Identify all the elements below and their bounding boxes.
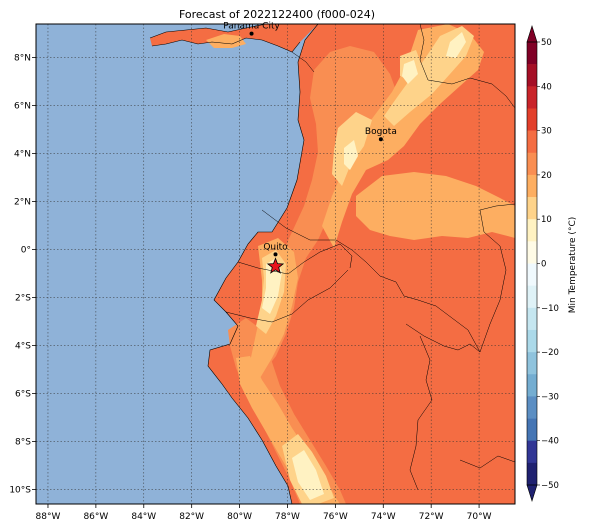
colorbar-extend-bottom: [526, 484, 538, 503]
colorbar-segment: [527, 440, 537, 464]
location-star-marker: [266, 257, 285, 274]
colorbar-segment: [527, 396, 537, 419]
y-tick-label: 8°N: [14, 54, 31, 64]
latitude-axis: 8°N 6°N 4°N 2°N 0° 2°S 4°S 6°S 8°S 10°S: [9, 54, 36, 496]
x-tick-label: 72°W: [419, 512, 444, 522]
graticule: [36, 24, 515, 504]
x-tick-label: 78°W: [275, 512, 300, 522]
colorbar-tick-label: 20: [541, 171, 552, 181]
colorbar-segment: [527, 462, 537, 486]
colorbar-extend-top: [526, 24, 538, 43]
colorbar-tick-label: 30: [541, 127, 552, 137]
colorbar-segment: [527, 263, 537, 286]
city-dot: [378, 137, 383, 142]
x-tick-label: 86°W: [83, 512, 108, 522]
temp-zone: [356, 172, 515, 240]
x-tick-label: 74°W: [371, 512, 396, 522]
colorbar-tick-label: 40: [541, 82, 552, 92]
temp-zone: [446, 32, 466, 58]
colorbar-tick-label: 0: [541, 260, 546, 270]
map-frame: [35, 23, 516, 505]
colorbar-label: Min Temperature (°C): [568, 217, 578, 314]
temp-zone: [344, 140, 358, 170]
coastline: [207, 24, 319, 504]
colorbar-segment: [527, 42, 537, 65]
colorbar-segment: [527, 374, 537, 397]
x-tick-label: 80°W: [227, 512, 252, 522]
colorbar-segment: [527, 174, 537, 198]
colorbar-tick-label: −10: [541, 304, 559, 314]
colorbar-segment: [527, 219, 537, 242]
y-tick-label: 2°N: [14, 198, 31, 208]
city-dot: [273, 252, 278, 257]
colorbar-segment: [527, 152, 537, 176]
y-tick-label: 6°N: [14, 102, 31, 112]
colorbar-segment: [527, 418, 537, 441]
y-tick-label: 2°S: [15, 294, 31, 304]
x-tick-label: 76°W: [323, 512, 348, 522]
colorbar-segment: [527, 329, 537, 353]
temp-zone: [292, 450, 324, 500]
colorbar-tick-label: −20: [541, 348, 559, 358]
colorbar-tick-label: 50: [541, 38, 552, 48]
x-tick-label: 70°W: [467, 512, 492, 522]
map-panel: [36, 24, 515, 504]
x-tick-label: 82°W: [179, 512, 204, 522]
x-tick-label: 88°W: [36, 512, 61, 522]
coastline: [149, 24, 301, 53]
y-tick-label: 8°S: [15, 438, 31, 448]
city-label: Quito: [263, 242, 288, 252]
colorbar-segment: [527, 197, 537, 220]
x-tick-label: 84°W: [131, 512, 156, 522]
colorbar-segment: [527, 130, 537, 154]
colorbar-segment: [527, 108, 537, 131]
longitude-axis: 88°W 86°W 84°W 82°W 80°W 78°W 76°W 74°W 72°W 70°W: [36, 504, 492, 522]
y-tick-label: 4°N: [14, 150, 31, 160]
colorbar-segment: [527, 352, 537, 375]
colorbar-segment: [527, 86, 537, 109]
country-border: [225, 24, 515, 491]
temp-zone: [402, 60, 418, 84]
y-tick-label: 10°S: [9, 486, 31, 496]
y-tick-label: 6°S: [15, 390, 31, 400]
colorbar-tick-label: −50: [541, 481, 559, 491]
colorbar-segment: [527, 285, 537, 309]
city-label: Bogota: [365, 127, 397, 137]
chart-title: Forecast of 2022122400 (f000-024): [179, 8, 375, 21]
y-tick-label: 0°: [21, 246, 31, 256]
colorbar-segment: [527, 241, 537, 264]
temperature-colorbar: 50 40 30 20 10 0 −10 −20 −30 −40 −50: [526, 24, 559, 503]
y-tick-label: 4°S: [15, 342, 31, 352]
colorbar-tick-label: −30: [541, 392, 559, 402]
colorbar-segment: [527, 307, 537, 331]
city-dot: [249, 31, 254, 36]
temp-zone: [206, 34, 246, 48]
city-label: Panama City: [223, 22, 280, 32]
land-region: [208, 24, 515, 504]
colorbar-tick-label: −40: [541, 437, 559, 447]
colorbar-tick-label: 10: [541, 215, 552, 225]
city-layer: Panama City Bogota Quito: [223, 22, 397, 257]
colorbar-segment: [527, 64, 537, 87]
